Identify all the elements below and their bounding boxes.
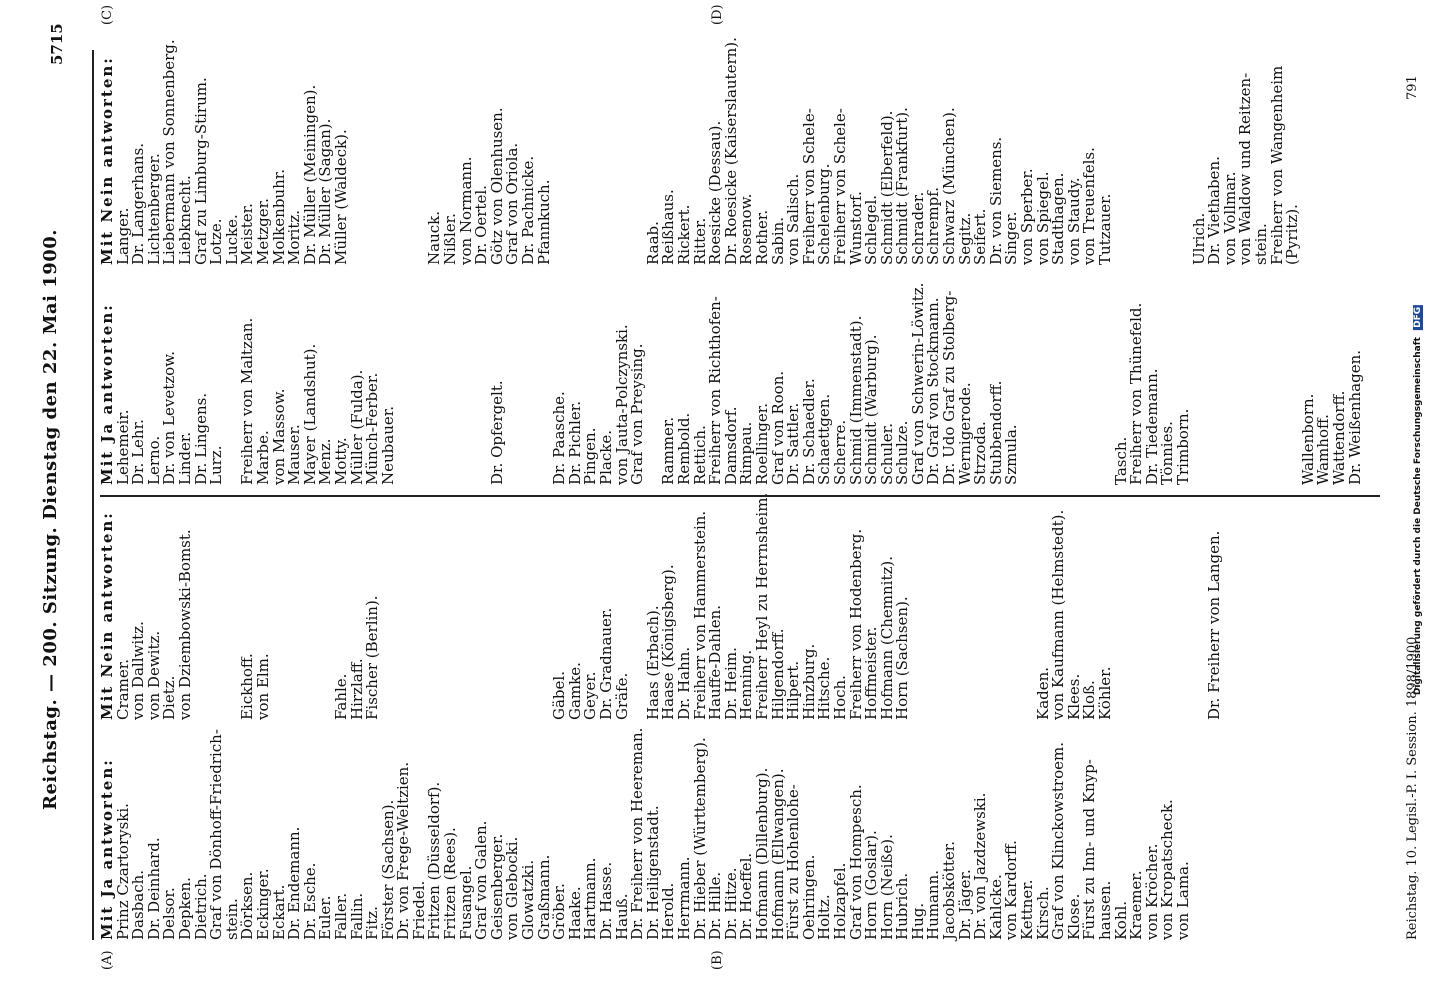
member-name <box>443 500 459 720</box>
footer-sheet-number: 791 <box>1405 75 1420 100</box>
member-name <box>942 500 958 720</box>
member-name <box>989 500 1005 720</box>
member-name <box>1114 500 1130 720</box>
member-name <box>973 500 989 720</box>
member-name <box>209 500 225 720</box>
member-name <box>396 500 412 720</box>
member-name <box>1067 265 1083 485</box>
margin-marker-d: (D) <box>710 4 725 25</box>
name-list: Langer. Dr. Langerhans. Lichtenberger. Lieb… <box>114 25 1302 266</box>
member-name <box>1020 265 1036 485</box>
dfg-note-text: Digitalisierung gefördert durch die Deut… <box>1413 337 1423 696</box>
member-name <box>1036 265 1052 485</box>
column-no-right: Mit Nein antworten: Langer. Dr. Langerhan… <box>98 25 1302 266</box>
member-name <box>1207 265 1223 485</box>
column-no-left: Mit Nein antworten: Cramer. von Dallwitz.… <box>98 493 1224 720</box>
member-name: Dr. Freiherr von Langen. <box>1205 530 1224 720</box>
member-name <box>521 500 537 720</box>
member-name <box>474 500 490 720</box>
member-name <box>303 500 319 720</box>
member-name <box>958 500 974 720</box>
member-name <box>926 500 942 720</box>
member-name <box>194 500 210 720</box>
member-name <box>1051 265 1067 485</box>
page-header: Reichstag. — 200. Sitzung. Dienstag den … <box>40 0 94 1000</box>
member-name: Szmula. <box>1002 424 1021 485</box>
member-name: von Lama. <box>1173 861 1192 940</box>
margin-marker-c: (C) <box>100 4 115 25</box>
member-name <box>272 500 288 720</box>
margin-marker-b: (B) <box>710 950 725 970</box>
member-name <box>1223 265 1239 485</box>
member-name <box>521 265 537 485</box>
member-name <box>911 500 927 720</box>
member-name: Graf von Preysing. <box>628 343 647 486</box>
member-name <box>568 25 584 265</box>
member-name <box>1129 500 1145 720</box>
member-name <box>350 25 366 265</box>
member-name: Lurz. <box>207 445 226 485</box>
member-name <box>552 25 568 265</box>
page-number: 5715 <box>48 23 66 65</box>
member-name <box>1160 500 1176 720</box>
member-name <box>1129 25 1145 265</box>
member-name <box>396 25 412 265</box>
member-name <box>1192 265 1208 485</box>
member-name: (Pyritz). <box>1283 204 1302 265</box>
margin-marker-a: (A) <box>100 950 115 970</box>
member-name: Horn (Sachsen). <box>893 596 912 720</box>
member-name <box>381 500 397 720</box>
member-name <box>396 265 412 485</box>
member-name <box>412 265 428 485</box>
member-name <box>1082 265 1098 485</box>
page-title: Reichstag. — 200. Sitzung. Dienstag den … <box>40 228 61 810</box>
member-name <box>505 500 521 720</box>
member-name: Gräfe. <box>612 672 631 720</box>
name-list: Prinz Czartoryski. Dasbach. Dr. Deinhard. D… <box>114 728 1192 940</box>
member-name <box>1238 265 1254 485</box>
member-name <box>443 265 459 485</box>
member-name: Dr. Opfergelt. <box>487 380 506 485</box>
member-name <box>1004 500 1020 720</box>
member-name <box>583 25 599 265</box>
member-name <box>505 265 521 485</box>
member-name <box>615 25 631 265</box>
column-yes-right: Mit Ja antworten: Lehemeir. Dr. Lehr. Lern… <box>98 265 1364 486</box>
name-list: Cramer. von Dallwitz. von Dewitz. Dietz. von… <box>114 493 1224 720</box>
dfg-note: Digitalisierung gefördert durch die Deut… <box>1413 304 1423 696</box>
column-divider <box>100 495 1380 497</box>
member-name <box>599 25 615 265</box>
member-name <box>1270 265 1286 485</box>
member-name <box>1145 500 1161 720</box>
member-name <box>427 500 443 720</box>
header-rule <box>92 50 94 940</box>
member-name: Dr. Weißenhagen. <box>1345 349 1364 485</box>
dfg-logo: DFG <box>1413 304 1423 330</box>
member-name: Fischer (Berlin). <box>363 595 382 720</box>
member-name: von Dziembowski-Bomst. <box>175 529 194 720</box>
member-name <box>459 265 475 485</box>
member-name: Pfannkuch. <box>534 179 553 266</box>
member-name: Köhler. <box>1096 666 1114 720</box>
member-name <box>1114 25 1130 265</box>
member-name <box>459 500 475 720</box>
member-name <box>1254 265 1270 485</box>
member-name <box>381 25 397 265</box>
member-name: von Elm. <box>253 653 272 720</box>
member-name: Trimborn. <box>1173 408 1192 485</box>
column-yes-left: Mit Ja antworten: Prinz Czartoryski. Dasb… <box>98 728 1192 940</box>
member-name <box>287 500 303 720</box>
member-name <box>1160 25 1176 265</box>
member-name <box>412 500 428 720</box>
member-name: Müller (Waldeck). <box>331 129 350 265</box>
member-name <box>427 265 443 485</box>
member-name <box>1176 500 1192 720</box>
member-name: Tutzauer. <box>1096 193 1114 265</box>
member-name <box>1145 25 1161 265</box>
member-name: Neubauer. <box>378 405 397 485</box>
name-list: Lehemeir. Dr. Lehr. Lerno. Dr. von Levetzow… <box>114 265 1364 486</box>
member-name <box>365 25 381 265</box>
member-name <box>490 500 506 720</box>
